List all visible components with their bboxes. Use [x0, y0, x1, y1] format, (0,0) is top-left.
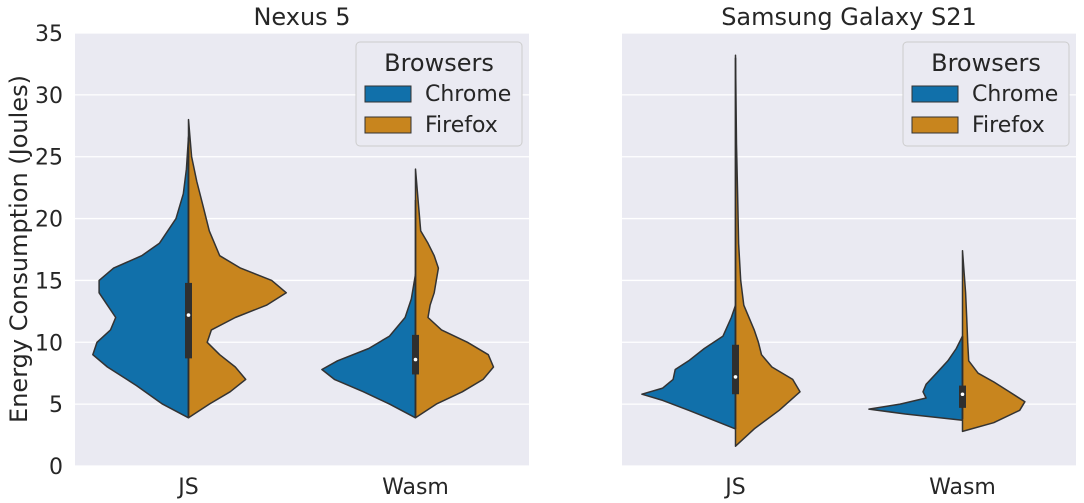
legend-entry-firefox: Firefox [972, 113, 1045, 138]
legend-entry-firefox: Firefox [425, 113, 498, 138]
y-tick-label: 20 [35, 208, 63, 233]
y-tick-label: 5 [49, 393, 63, 418]
median-dot [733, 375, 738, 379]
violin-half-firefox [961, 249, 1026, 433]
legend-title: Browsers [384, 49, 494, 77]
legend-entry-chrome: Chrome [972, 82, 1058, 107]
violin-half-firefox [187, 118, 288, 419]
median-dot [960, 392, 965, 397]
violin-half-firefox [734, 54, 801, 447]
x-tick-label: Wasm [929, 475, 996, 500]
legend: Browsers Chrome Firefox [355, 41, 523, 147]
x-tick-label: JS [723, 475, 745, 500]
iqr-box [412, 334, 419, 375]
y-axis-label: Energy Consumption (Joules) [5, 75, 33, 423]
violin-half-firefox [414, 168, 495, 419]
violin-half-chrome [321, 273, 417, 419]
legend-swatch-firefox [364, 116, 412, 134]
legend: Browsers Chrome Firefox [902, 41, 1070, 147]
violin-half-chrome [92, 136, 190, 419]
x-tick-label: Wasm [382, 475, 449, 500]
legend-swatch-chrome [364, 85, 412, 103]
y-tick-label: 15 [35, 269, 63, 294]
iqr-box [185, 282, 192, 359]
panel-title: Samsung Galaxy S21 [721, 3, 977, 31]
legend-entry-chrome: Chrome [425, 82, 511, 107]
violin-half-chrome [641, 304, 737, 430]
panel-1: JS Wasm Samsung Galaxy S21 Browsers Chrome Fi… [622, 3, 1076, 500]
panel-0: 0 5 10 15 20 25 30 35 JS Wasm Nexus 5 Browsers Chrom… [35, 3, 529, 500]
median-dot [186, 313, 191, 317]
panel-title: Nexus 5 [253, 3, 350, 31]
legend-swatch-chrome [911, 85, 959, 103]
x-tick-label: JS [176, 475, 198, 500]
y-tick-label: 30 [35, 84, 63, 109]
y-tick-label: 0 [49, 455, 63, 480]
median-dot [413, 357, 418, 362]
legend-swatch-firefox [911, 116, 959, 134]
y-tick-label: 35 [35, 22, 63, 47]
iqr-box [959, 385, 966, 408]
violin-half-chrome [868, 335, 964, 421]
y-tick-label: 10 [35, 331, 63, 356]
y-tick-label: 25 [35, 146, 63, 171]
legend-title: Browsers [931, 49, 1041, 77]
iqr-box [732, 344, 739, 395]
